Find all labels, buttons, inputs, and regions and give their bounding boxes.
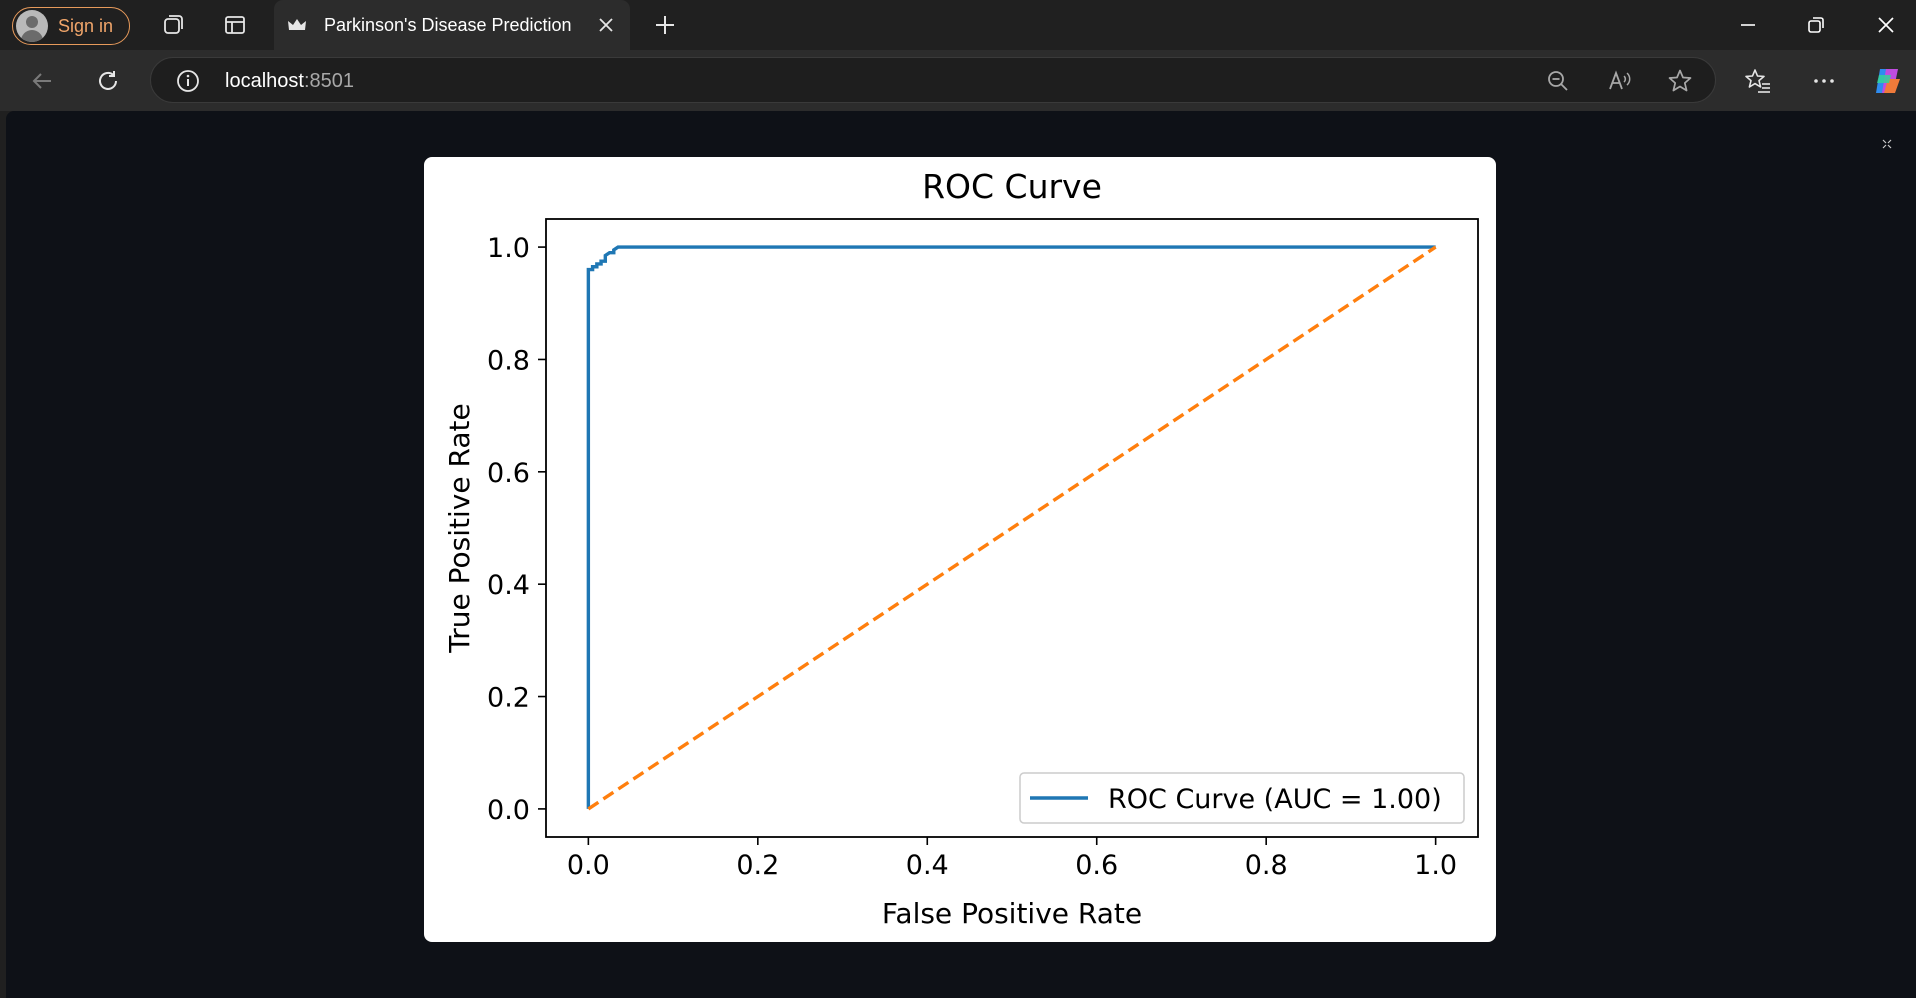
address-bar[interactable]: localhost:8501 bbox=[150, 57, 1716, 103]
zoom-out-icon[interactable] bbox=[1545, 68, 1571, 99]
info-icon[interactable] bbox=[175, 68, 201, 99]
roc-chart: ROC Curve 0.0 0.2 0.4 0.6 0.8 1.0 0.0 0.2 0.4 0.6… bbox=[443, 167, 1479, 930]
active-tab[interactable]: Parkinson's Disease Prediction bbox=[274, 0, 630, 50]
page-content: ROC Curve 0.0 0.2 0.4 0.6 0.8 1.0 0.0 0.2 0.4 0.6… bbox=[6, 111, 1916, 998]
copilot-icon[interactable] bbox=[1870, 64, 1904, 98]
y-tick-label: 1.0 bbox=[487, 233, 530, 264]
y-tick-label: 0.2 bbox=[487, 683, 530, 714]
tab-title: Parkinson's Disease Prediction bbox=[324, 14, 572, 35]
minimize-icon[interactable] bbox=[1728, 10, 1768, 40]
refresh-icon[interactable] bbox=[91, 64, 125, 98]
browser-tab-bar: Sign in Parkinson's Disease Prediction bbox=[0, 0, 1916, 50]
browser-nav-bar: localhost:8501 bbox=[0, 50, 1916, 111]
address-url[interactable]: localhost:8501 bbox=[225, 70, 354, 93]
y-tick-label: 0.0 bbox=[487, 795, 530, 826]
streamlit-crown-icon bbox=[286, 14, 308, 36]
read-aloud-icon[interactable] bbox=[1607, 68, 1633, 99]
close-tab-icon[interactable] bbox=[594, 13, 618, 37]
y-axis-label: True Positive Rate bbox=[443, 403, 476, 653]
address-host: localhost bbox=[225, 70, 304, 92]
x-tick-label: 0.0 bbox=[567, 850, 610, 881]
close-window-icon[interactable] bbox=[1866, 10, 1906, 40]
more-icon[interactable] bbox=[1807, 64, 1841, 98]
address-port: :8501 bbox=[303, 70, 354, 92]
y-tick-label: 0.4 bbox=[487, 570, 530, 601]
back-arrow-icon[interactable] bbox=[25, 64, 59, 98]
chart-title: ROC Curve bbox=[922, 167, 1102, 206]
plot-frame bbox=[545, 218, 1479, 838]
chance-diagonal-line bbox=[587, 245, 1437, 811]
y-tick-label: 0.6 bbox=[487, 458, 530, 489]
workspaces-icon[interactable] bbox=[158, 10, 188, 40]
sign-in-button[interactable]: Sign in bbox=[12, 7, 130, 45]
plus-icon[interactable] bbox=[650, 10, 680, 40]
roc-chart-card: ROC Curve 0.0 0.2 0.4 0.6 0.8 1.0 0.0 0.2 0.4 0.6… bbox=[424, 157, 1496, 942]
x-tick-label: 1.0 bbox=[1414, 850, 1457, 881]
y-tick-label: 0.8 bbox=[487, 345, 530, 376]
restore-icon[interactable] bbox=[1796, 10, 1836, 40]
legend-box bbox=[1019, 772, 1465, 824]
favorites-icon[interactable] bbox=[1741, 64, 1775, 98]
x-tick-label: 0.4 bbox=[906, 850, 949, 881]
fullscreen-icon[interactable] bbox=[1876, 133, 1898, 155]
legend-label: ROC Curve (AUC = 1.00) bbox=[1108, 784, 1442, 815]
roc-curve-line bbox=[586, 245, 1436, 809]
avatar-icon bbox=[16, 10, 48, 42]
x-tick-label: 0.2 bbox=[736, 850, 779, 881]
sign-in-label: Sign in bbox=[58, 15, 114, 36]
tab-actions-icon[interactable] bbox=[220, 10, 250, 40]
star-icon[interactable] bbox=[1667, 68, 1693, 99]
x-axis-label: False Positive Rate bbox=[882, 897, 1142, 930]
x-tick-label: 0.8 bbox=[1245, 850, 1288, 881]
x-tick-label: 0.6 bbox=[1075, 850, 1118, 881]
